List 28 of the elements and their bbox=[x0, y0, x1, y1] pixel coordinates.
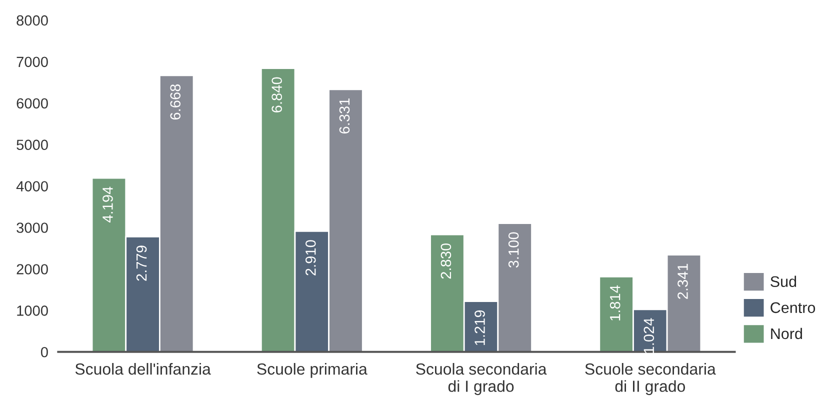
data-label: 2.779 bbox=[136, 246, 147, 281]
data-label: 6.840 bbox=[272, 77, 282, 112]
data-label: 1.024 bbox=[644, 318, 654, 354]
legend-label: Sud bbox=[770, 276, 796, 288]
legend-label: Nord bbox=[771, 328, 802, 340]
data-label: 3.100 bbox=[508, 232, 519, 268]
y-tick-label: 0 bbox=[40, 346, 48, 358]
y-tick-label: 1000 bbox=[17, 306, 48, 316]
data-label: 4.194 bbox=[102, 186, 113, 222]
x-tick-label: Scuola dell'infanzia bbox=[75, 362, 211, 375]
x-tick-label: Scuole primaria bbox=[257, 362, 368, 378]
x-tick-label: Scuole secondaria di II grado bbox=[585, 362, 716, 396]
data-label: 6.668 bbox=[170, 84, 181, 120]
y-tick-label: 6000 bbox=[16, 98, 48, 109]
y-tick-label: 7000 bbox=[16, 56, 48, 68]
data-label: 6.331 bbox=[339, 98, 350, 134]
data-label: 1.219 bbox=[474, 310, 485, 346]
y-tick-label: 8000 bbox=[16, 15, 48, 26]
data-label: 2.341 bbox=[678, 264, 688, 299]
legend-label: Centro bbox=[770, 302, 816, 314]
data-label: 1.814 bbox=[610, 285, 620, 320]
x-tick-label: Scuola secondaria di I grado bbox=[416, 362, 547, 396]
y-tick-label: 3000 bbox=[16, 222, 48, 233]
y-tick-label: 4000 bbox=[16, 181, 48, 192]
data-label: 2.830 bbox=[440, 243, 452, 279]
data-label: 2.910 bbox=[305, 240, 316, 276]
y-tick-label: 5000 bbox=[16, 140, 48, 150]
y-tick-label: 2000 bbox=[16, 264, 48, 274]
